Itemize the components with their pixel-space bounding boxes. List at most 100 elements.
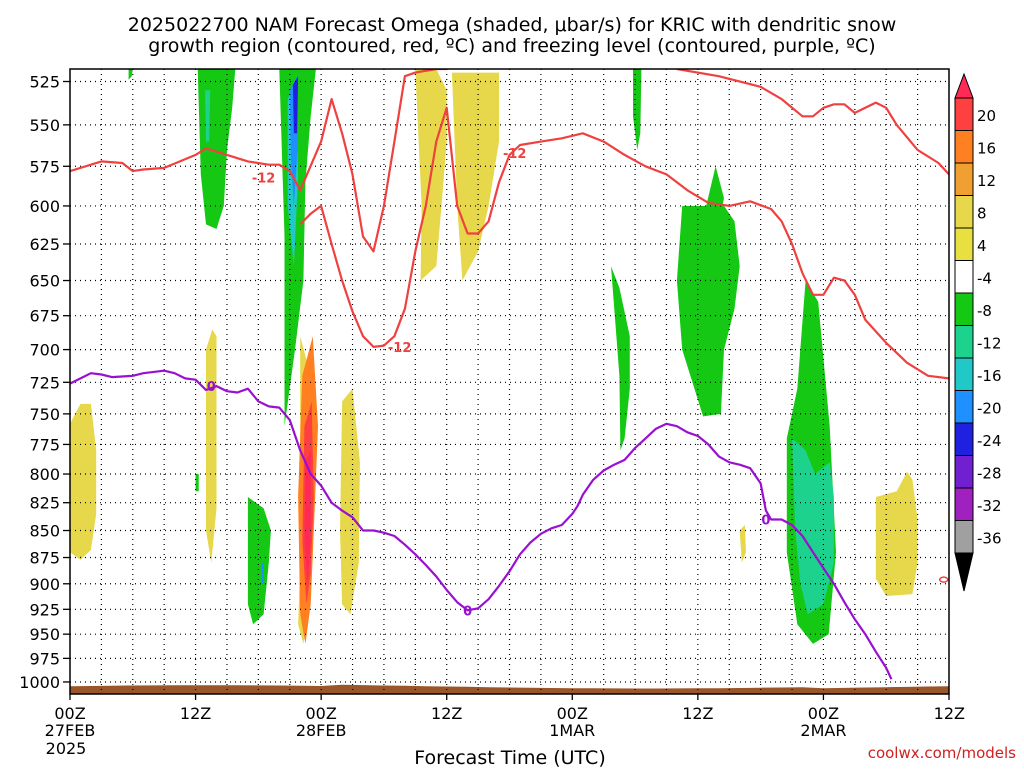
y-tick-label-700: 700	[29, 341, 60, 360]
omega-region-yellow-right-of-spike	[340, 388, 360, 615]
dgz-contour-label-2: -12	[388, 341, 412, 356]
y-tick-label-950: 950	[29, 625, 60, 644]
colorbar-bottom-arrow	[954, 552, 974, 592]
x-tick-label-12: 12Z	[180, 704, 211, 723]
chart-title-line-2: growth region (contoured, red, ºC) and f…	[148, 35, 875, 57]
freezing-level-contour	[70, 369, 893, 680]
freezing-level-label-3: 0	[761, 513, 770, 528]
dgz-contour-upper-right	[676, 69, 949, 176]
omega-region-green-mid-right-lower	[611, 266, 630, 451]
y-tick-label-625: 625	[29, 235, 60, 254]
colorbar-segment-7	[954, 292, 974, 326]
colorbar-segment-10	[954, 390, 974, 424]
dgz-contour-upper	[70, 69, 447, 253]
colorbar-top-arrow	[954, 72, 974, 99]
x-tick-date-48: 1MAR	[549, 721, 595, 740]
colorbar-label-10: -24	[977, 432, 1002, 450]
omega-region-blue-lower-left-dot	[261, 562, 264, 584]
omega-region-teal-right-column	[792, 438, 834, 615]
watermark: coolwx.com/models	[868, 744, 1016, 762]
colorbar-segment-8	[954, 325, 974, 359]
omega-region-yellow-top-right-middle	[451, 72, 499, 281]
y-tick-label-1000: 1000	[19, 673, 60, 692]
freezing-level-label-1: 0	[207, 380, 216, 395]
y-tick-label-750: 750	[29, 405, 60, 424]
omega-region-yellow-column-right	[478, 121, 494, 206]
colorbar-label-1: 16	[977, 139, 996, 157]
colorbar: 20 16 12 8 4 -4 -8 -12 -16 -20 -24 -28 -32 -36	[954, 72, 1002, 592]
colorbar-segment-1	[954, 97, 974, 131]
x-tick-year-0: 2025	[46, 739, 87, 758]
contour-label-layer: -12 -12 -12 0 0 0	[207, 147, 949, 619]
omega-region-navy-spike	[292, 76, 299, 134]
colorbar-label-6: -8	[977, 302, 992, 320]
colorbar-label-13: -36	[977, 529, 1002, 547]
colorbar-label-2: 12	[977, 172, 996, 190]
x-axis-label: Forecast Time (UTC)	[414, 747, 605, 768]
y-tick-label-925: 925	[29, 600, 60, 619]
colorbar-segment-13	[954, 487, 974, 521]
omega-region-green-top-left-sliver	[128, 69, 133, 80]
colorbar-segment-9	[954, 357, 974, 391]
x-tick-label-48: 00Z	[557, 704, 588, 723]
x-tick-label-72: 00Z	[808, 704, 839, 723]
colorbar-segment-3	[954, 162, 974, 196]
colorbar-segment-4	[954, 195, 974, 229]
x-tick-label-36: 12Z	[431, 704, 462, 723]
x-tick-date-24: 28FEB	[296, 721, 347, 740]
colorbar-label-5: -4	[977, 269, 992, 287]
y-tick-label-675: 675	[29, 307, 60, 326]
chart-title-line-1: 2025022700 NAM Forecast Omega (shaded, μ…	[128, 14, 897, 36]
colorbar-label-12: -32	[977, 497, 1002, 515]
y-tick-label-575: 575	[29, 157, 60, 176]
omega-region-yellow-mid-left	[206, 329, 217, 563]
dgz-contour-speck	[939, 576, 949, 583]
y-tick-label-725: 725	[29, 373, 60, 392]
colorbar-segment-11	[954, 422, 974, 456]
omega-region-yellow-lower-left	[70, 403, 97, 560]
colorbar-label-3: 8	[977, 204, 987, 222]
contour-layer	[70, 69, 949, 680]
colorbar-label-4: 4	[977, 237, 987, 255]
colorbar-segment-12	[954, 455, 974, 489]
omega-region-green-right-spike	[706, 166, 724, 225]
colorbar-label-8: -16	[977, 367, 1002, 385]
colorbar-segment-6	[954, 260, 974, 294]
x-tick-label-60: 12Z	[682, 704, 713, 723]
x-tick-date-0: 27FEB	[45, 721, 96, 740]
y-tick-label-875: 875	[29, 549, 60, 568]
dgz-contour-label-1: -12	[252, 172, 276, 187]
colorbar-segment-2	[954, 130, 974, 164]
colorbar-segment-5	[954, 227, 974, 261]
x-tick-label-24: 00Z	[305, 704, 336, 723]
omega-region-teal-top-left	[205, 90, 211, 142]
colorbar-label-9: -20	[977, 399, 1002, 417]
x-tick-date-72: 2MAR	[800, 721, 846, 740]
y-tick-label-975: 975	[29, 649, 60, 668]
y-tick-label-550: 550	[29, 116, 60, 135]
y-tick-label-900: 900	[29, 575, 60, 594]
y-tick-label-775: 775	[29, 435, 60, 454]
y-tick-label-600: 600	[29, 197, 60, 216]
plot-frame	[69, 68, 950, 695]
y-tick-label-650: 650	[29, 272, 60, 291]
omega-region-yellow-right-block	[875, 471, 918, 597]
colorbar-segment-14	[954, 520, 974, 554]
dgz-contour-lower	[299, 106, 949, 380]
omega-shading-layer	[70, 69, 918, 644]
y-tick-label-825: 825	[29, 494, 60, 513]
y-tick-label-525: 525	[29, 73, 60, 92]
omega-region-green-right-block	[676, 205, 740, 417]
x-tick-label-84: 12Z	[934, 704, 965, 723]
omega-region-magenta-main	[304, 450, 311, 584]
y-axis: 525 550 575 600 625 650 675 700 725 750 775 800 825 8…	[19, 73, 70, 692]
dgz-contour-label-3: -12	[503, 147, 527, 162]
y-tick-label-850: 850	[29, 522, 60, 541]
omega-region-green-lower-left	[247, 497, 271, 625]
y-tick-label-800: 800	[29, 465, 60, 484]
omega-region-green-small-left	[195, 474, 199, 492]
omega-region-yellow-small-column	[739, 525, 746, 563]
x-tick-label-0: 00Z	[54, 704, 85, 723]
